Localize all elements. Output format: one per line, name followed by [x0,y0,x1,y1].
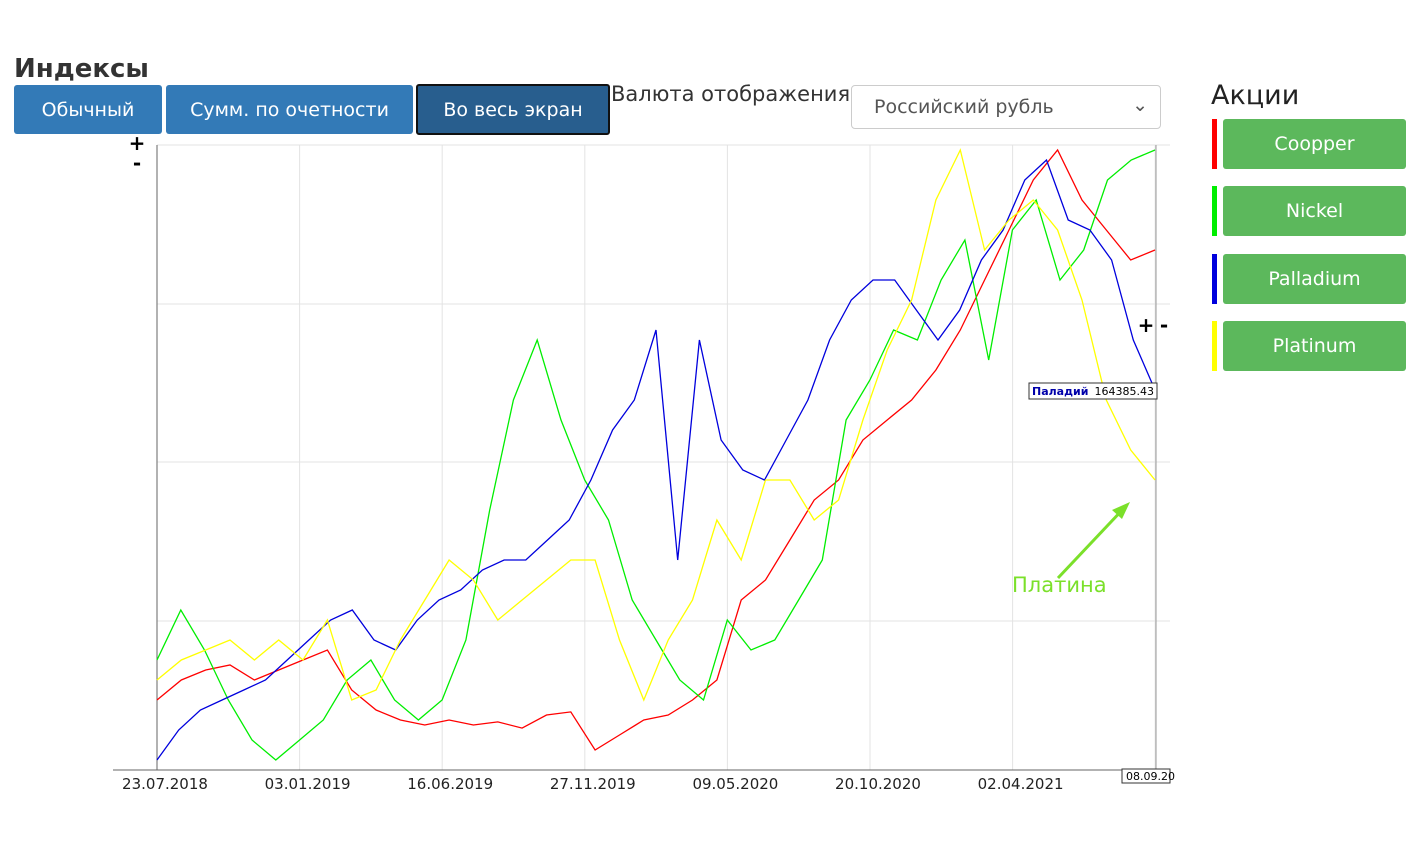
x-tick-label: 20.10.2020 [835,775,921,793]
x-tick-label: 27.11.2019 [550,775,636,793]
mode-button[interactable]: Обычный [14,85,162,134]
cursor-date: 08.09.20 [1126,770,1175,783]
zoom-out[interactable]: - [133,151,141,175]
stock-color [1212,119,1217,169]
mode-button[interactable]: Во весь экран [416,84,610,135]
zoom-in[interactable]: + [1138,313,1155,337]
x-tick-label: 03.01.2019 [265,775,351,793]
x-tick-label: 02.04.2021 [978,775,1064,793]
stock-color [1212,186,1217,237]
tooltip-value: 164385.43 [1095,385,1155,398]
series-line [156,149,1156,761]
series-line [156,148,1156,702]
currency-select[interactable]: Российский рубль ⌄ [851,85,1161,129]
mode-button[interactable]: Сумм. по очетности [166,85,413,134]
annotation-arrow [1056,504,1128,580]
select-value: Российский рубль [874,96,1054,118]
series-line [156,148,1156,751]
x-tick-label: 16.06.2019 [407,775,493,793]
stock-button[interactable]: Coopper [1223,119,1406,169]
stock-button[interactable]: Platinum [1223,321,1406,372]
zoom-out[interactable]: - [1160,313,1168,337]
tooltip-box [1028,382,1158,400]
x-tick-label: 09.05.2020 [692,775,778,793]
cursor-date-box [1121,768,1171,784]
annotation: Платина [1012,573,1107,597]
stock-button[interactable]: Palladium [1223,253,1406,304]
chevron: ⌄ [1132,94,1148,116]
stock-button[interactable]: Nickel [1223,186,1406,237]
arrow-head [1112,502,1130,519]
page-title: Индексы [14,54,149,84]
x-tick-label: 23.07.2018 [122,775,208,793]
stock-color [1212,253,1217,304]
zoom-in[interactable]: + [129,131,146,155]
currency-label: Валюта отображения [611,82,851,106]
tooltip-name: Паладий [1032,385,1088,398]
stock-color [1212,321,1217,372]
stocks-title: Акции [1211,80,1300,111]
